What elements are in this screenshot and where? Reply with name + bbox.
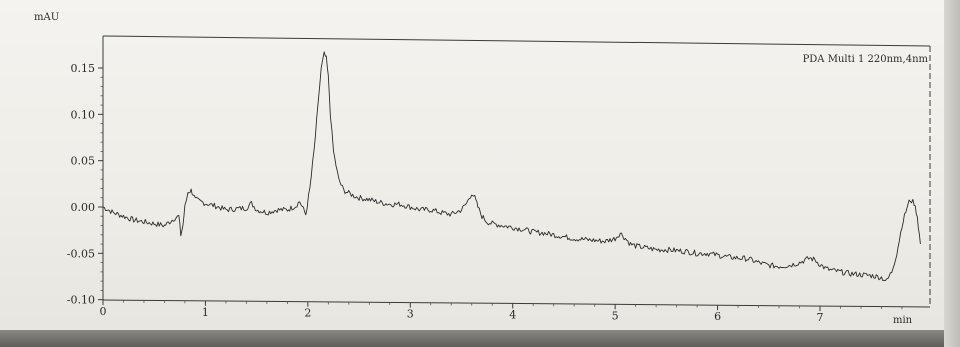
y-tick-label: 0.10 [71,108,96,121]
photo-background-edge [0,330,960,347]
x-axis-title: min [893,315,913,326]
legend-label: PDA Multi 1 220nm,4nm [803,54,929,65]
x-tick-label: 7 [817,311,824,324]
y-tick-label: 0.00 [71,201,96,214]
y-tick-label: -0.10 [67,294,95,307]
photo-background-right [944,0,960,347]
y-axis-title: mAU [34,12,59,23]
y-tick-label: 0.05 [71,155,96,168]
series-layer [102,51,921,282]
x-axis: 0 1 2 3 4 5 6 7 [100,300,903,324]
x-tick-label: 0 [100,305,107,318]
y-tick-label: -0.05 [67,247,95,260]
series-line [102,51,921,282]
x-tick-label: 2 [304,307,311,320]
x-tick-label: 3 [407,308,414,321]
x-axis-line [102,299,931,308]
y-tick-label: 0.15 [71,62,96,75]
y-axis: -0.10 -0.05 0.00 0.05 0.10 0.15 [67,62,103,307]
x-tick-label: 6 [714,310,721,323]
x-tick-label: 4 [509,308,516,321]
x-tick-label: 5 [612,309,619,322]
plot-frame [102,35,931,308]
frame-top-line [102,35,931,47]
x-tick-label: 1 [202,306,209,319]
